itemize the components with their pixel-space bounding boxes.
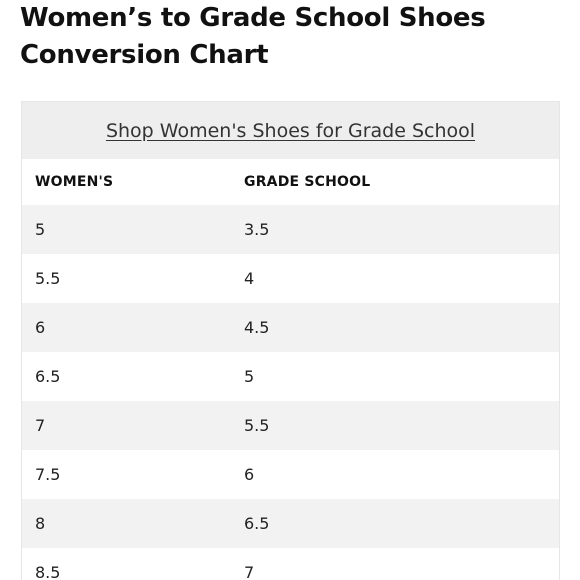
- grade-school-size-cell: 6.5: [244, 514, 270, 533]
- conversion-table: Shop Women's Shoes for Grade School WOME…: [21, 101, 560, 580]
- womens-size-cell: 5.5: [35, 269, 61, 288]
- womens-size-cell: 8.5: [35, 563, 61, 580]
- grade-school-size-cell: 6: [244, 465, 255, 484]
- womens-size-cell: 6: [35, 318, 46, 337]
- column-header-womens: WOMEN'S: [35, 174, 114, 190]
- table-header-row: WOMEN'S GRADE SCHOOL: [22, 159, 559, 205]
- table-row: 6 4.5: [22, 303, 559, 352]
- page-title: Women’s to Grade School Shoes Conversion…: [20, 3, 486, 70]
- table-row: 8 6.5: [22, 499, 559, 548]
- grade-school-size-cell: 7: [244, 563, 255, 580]
- table-row: 6.5 5: [22, 352, 559, 401]
- shop-womens-shoes-link[interactable]: Shop Women's Shoes for Grade School: [105, 119, 476, 142]
- table-row: 5 3.5: [22, 205, 559, 254]
- grade-school-size-cell: 5.5: [244, 416, 270, 435]
- womens-size-cell: 7.5: [35, 465, 61, 484]
- womens-size-cell: 7: [35, 416, 46, 435]
- grade-school-size-cell: 3.5: [244, 220, 270, 239]
- womens-size-cell: 6.5: [35, 367, 61, 386]
- grade-school-size-cell: 4: [244, 269, 255, 288]
- grade-school-size-cell: 4.5: [244, 318, 270, 337]
- table-caption: Shop Women's Shoes for Grade School: [22, 102, 559, 159]
- table-row: 8.5 7: [22, 548, 559, 580]
- table-row: 5.5 4: [22, 254, 559, 303]
- table-row: 7.5 6: [22, 450, 559, 499]
- womens-size-cell: 8: [35, 514, 46, 533]
- column-header-grade-school: GRADE SCHOOL: [244, 174, 371, 190]
- womens-size-cell: 5: [35, 220, 46, 239]
- table-row: 7 5.5: [22, 401, 559, 450]
- grade-school-size-cell: 5: [244, 367, 255, 386]
